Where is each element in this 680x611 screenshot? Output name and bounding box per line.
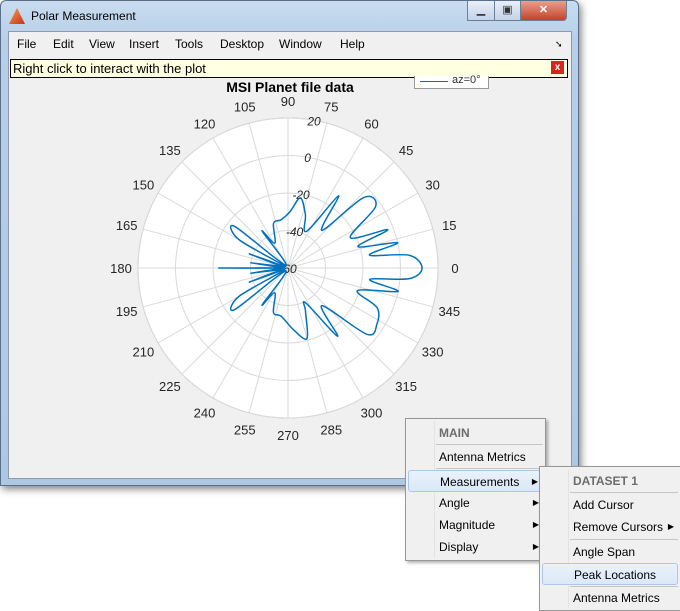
angle-gridline: [248, 267, 289, 414]
legend-label: az=0°: [452, 74, 481, 86]
angle-tick-label: 195: [116, 304, 138, 319]
menu-help[interactable]: Help: [340, 37, 365, 51]
submenu-arrow-icon: ▶: [667, 522, 674, 531]
angle-tick-label: 345: [438, 304, 460, 319]
angle-tick-label: 0: [451, 261, 458, 276]
angle-tick-label: 30: [425, 178, 439, 193]
angle-tick-label: 270: [277, 428, 299, 443]
angle-tick-label: 150: [133, 178, 155, 193]
angle-tick-label: 45: [399, 143, 413, 158]
menu-view[interactable]: View: [89, 37, 115, 51]
angle-gridline: [181, 267, 289, 375]
magnitude-tick-label: -20: [292, 188, 310, 202]
menu-edit[interactable]: Edit: [53, 37, 74, 51]
submenu-measurements: DATASET 1 Add Cursor Remove Cursors ▶ Ang…: [539, 466, 680, 611]
submenu-arrow-icon: ▶: [532, 542, 539, 551]
window-title: Polar Measurement: [31, 9, 136, 23]
menu-header-dataset: DATASET 1: [573, 474, 638, 488]
separator: [436, 444, 543, 445]
submenu-arrow-icon: ▶: [532, 498, 539, 507]
angle-gridline: [287, 267, 419, 344]
angle-gridline: [248, 122, 289, 269]
separator: [570, 539, 678, 540]
angle-gridline: [287, 228, 434, 269]
angle-tick-label: 240: [194, 406, 216, 421]
angle-tick-label: 105: [234, 100, 256, 115]
pattern-line-az0: [217, 195, 423, 341]
menu-header-main: MAIN: [439, 426, 470, 440]
angle-gridline: [181, 161, 289, 269]
angle-tick-label: 90: [281, 94, 295, 109]
magnitude-tick-label: -40: [286, 225, 304, 239]
separator: [570, 586, 678, 587]
submenu-arrow-icon: ▶: [532, 520, 539, 529]
menu-item-angle-span[interactable]: Angle Span: [573, 545, 636, 559]
menu-item-peak-locations[interactable]: Peak Locations: [542, 563, 678, 585]
angle-tick-label: 225: [159, 379, 181, 394]
angle-tick-label: 15: [442, 218, 456, 233]
angle-gridline: [142, 267, 289, 308]
menu-item-add-cursor[interactable]: Add Cursor: [573, 498, 634, 512]
magnitude-tick-label: 0: [304, 151, 311, 165]
magnitude-tick-label: 20: [306, 114, 321, 128]
angle-tick-label: 285: [320, 422, 342, 437]
angle-gridline: [287, 267, 395, 375]
angle-gridline: [287, 267, 434, 308]
angle-gridline: [287, 137, 364, 269]
angle-tick-label: 315: [395, 379, 417, 394]
angle-tick-label: 210: [133, 345, 155, 360]
info-close-button[interactable]: x: [551, 61, 564, 74]
menu-gutter: [568, 469, 569, 608]
angle-tick-label: 165: [116, 218, 138, 233]
menu-item-label: Magnitude: [439, 518, 496, 532]
menu-file[interactable]: File: [17, 37, 37, 51]
menu-item-label: Remove Cursors: [573, 520, 664, 534]
angle-gridline: [287, 267, 364, 399]
angle-tick-label: 60: [364, 116, 378, 131]
legend-line: [420, 81, 448, 82]
angle-tick-label: 300: [361, 406, 383, 421]
angle-tick-label: 75: [324, 100, 338, 115]
menu-item-antenna-metrics[interactable]: Antenna Metrics: [439, 450, 526, 464]
menu-item-display[interactable]: Display ▶: [408, 536, 543, 558]
menu-desktop[interactable]: Desktop: [220, 37, 265, 51]
plot-title: MSI Planet file data: [226, 79, 354, 95]
menu-insert[interactable]: Insert: [129, 37, 160, 51]
menu-item-label: Angle: [439, 496, 470, 510]
menu-item-label: Display: [439, 540, 479, 554]
angle-gridline: [287, 192, 419, 269]
separator: [570, 492, 678, 493]
legend[interactable]: az=0°: [414, 74, 489, 89]
context-menu: MAIN Antenna Metrics Measurements ▶ Angle…: [405, 418, 546, 561]
menu-item-antenna-metrics-sub[interactable]: Antenna Metrics: [573, 591, 660, 605]
angle-tick-label: 120: [194, 116, 216, 131]
menu-item-label: Measurements: [440, 475, 520, 489]
angle-tick-label: 180: [110, 261, 132, 276]
menu-item-measurements[interactable]: Measurements ▶: [408, 470, 543, 492]
menu-item-magnitude[interactable]: Magnitude ▶: [408, 514, 543, 536]
angle-tick-label: 330: [422, 345, 444, 360]
separator: [436, 468, 543, 469]
angle-gridline: [287, 122, 328, 269]
close-button[interactable]: ✕: [520, 1, 567, 21]
menu-window[interactable]: Window: [279, 37, 322, 51]
info-text: Right click to interact with the plot: [13, 61, 206, 76]
dock-arrow-icon[interactable]: ➘: [555, 39, 563, 49]
menu-tools[interactable]: Tools: [175, 37, 204, 51]
angle-gridline: [212, 267, 289, 399]
angle-gridline: [142, 228, 289, 269]
menu-item-remove-cursors[interactable]: Remove Cursors ▶: [542, 516, 678, 538]
angle-tick-label: 255: [234, 422, 256, 437]
info-bar: Right click to interact with the plot x: [10, 59, 568, 78]
angle-gridline: [212, 137, 289, 269]
angle-gridline: [287, 267, 328, 414]
menu-item-angle[interactable]: Angle ▶: [408, 492, 543, 514]
title-bar[interactable]: Polar Measurement ▁ ▣ ✕: [1, 1, 578, 31]
menu-bar: File Edit View Insert Tools Desktop Wind…: [9, 32, 571, 54]
angle-tick-label: 135: [159, 143, 181, 158]
submenu-arrow-icon: ▶: [531, 477, 538, 486]
